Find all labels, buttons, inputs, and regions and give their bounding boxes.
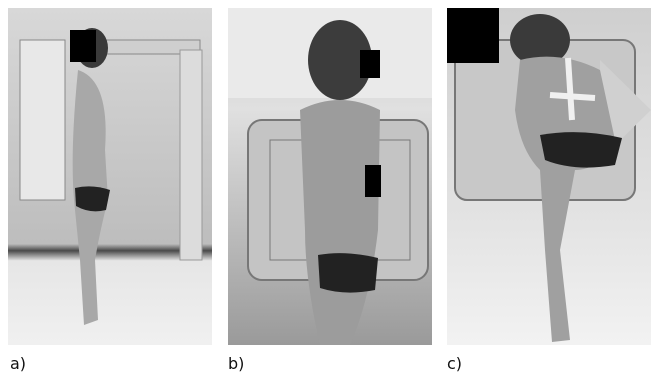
panel-label: b) [228,354,244,373]
photo-c [447,8,651,345]
panel-label: c) [447,354,462,373]
photo-b [228,8,432,345]
page: a) b) c) (() => { const data = JSON.pars… [0,0,651,376]
figure: a) b) c) [0,0,651,376]
panel-label: a) [10,354,26,373]
photo-a [8,8,212,345]
